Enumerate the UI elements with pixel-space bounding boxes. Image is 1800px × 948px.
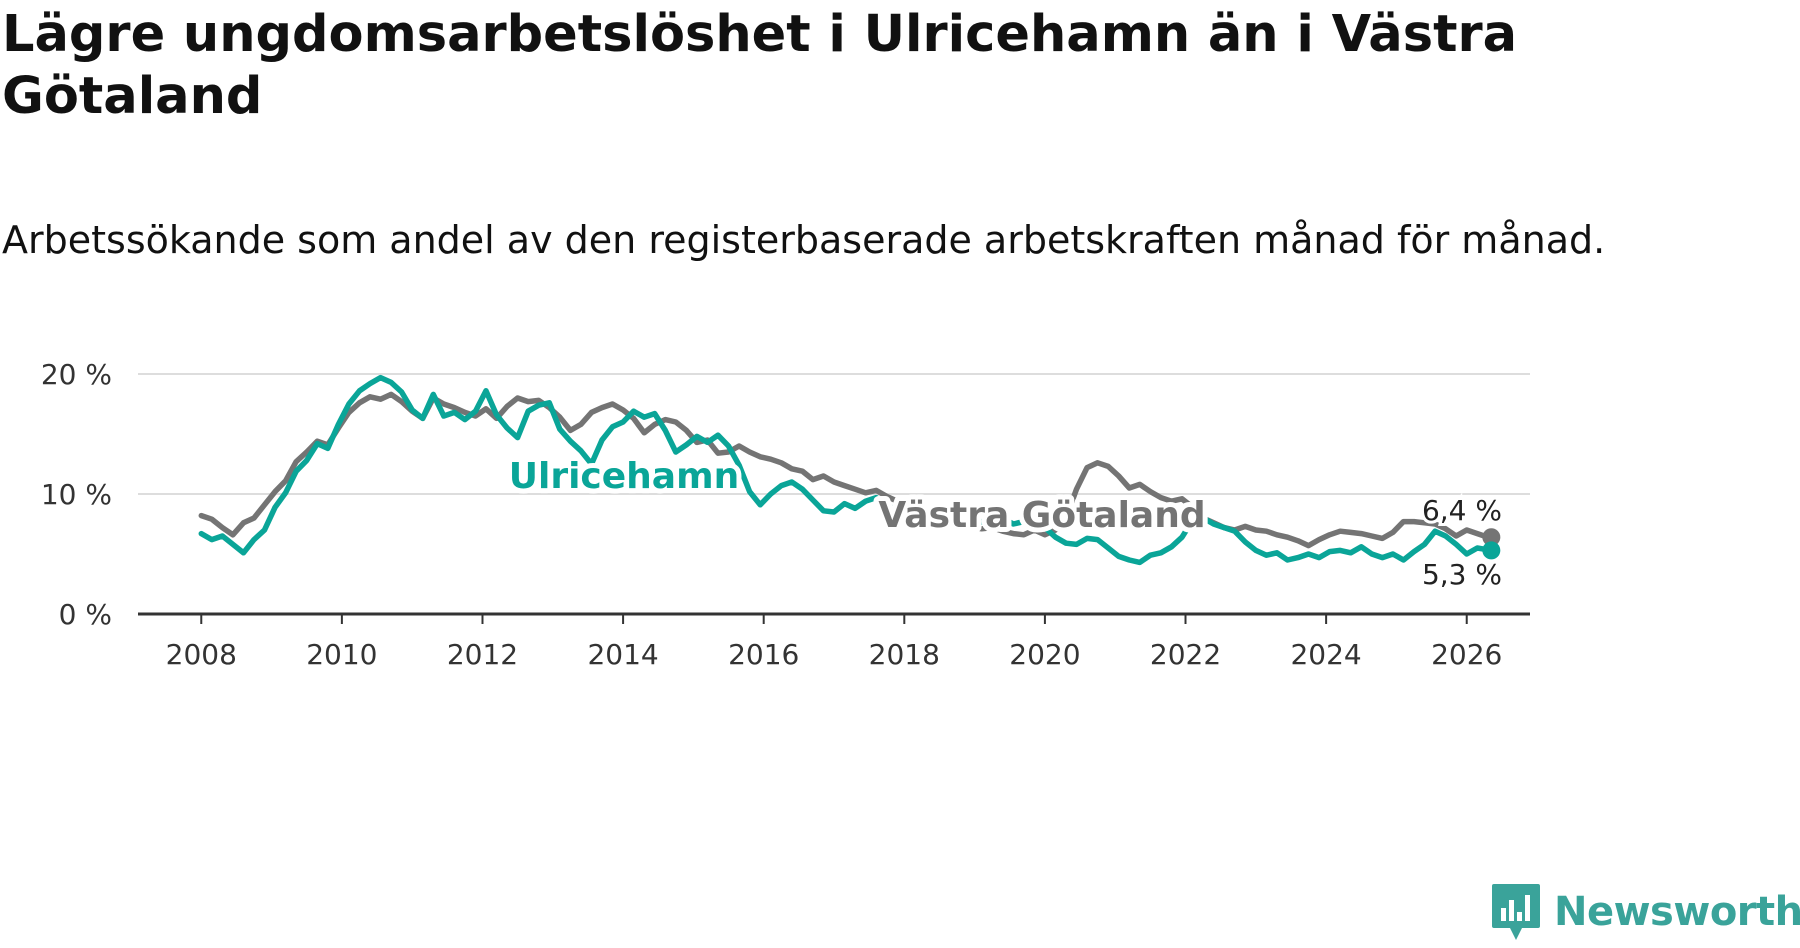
end-value-label-vastra-gotaland: 6,4 % [1422,494,1502,527]
axes: 0 % 10 % 20 % 2008 2010 2012 2014 2016 2018 2020 2… [41,358,1530,671]
x-tick-label: 2016 [728,638,799,671]
series-line-ulricehamn [198,374,1495,566]
newsworthy-logo-icon [1492,884,1540,940]
y-tick-label: 0 % [59,598,112,631]
chart-subtitle: Arbetssökande som andel av den registerb… [2,218,1606,262]
series-end-dot-ulricehamn [1482,541,1501,560]
series-lines [198,374,1501,566]
x-tick-label: 2010 [306,638,377,671]
x-tick-label: 2022 [1150,638,1221,671]
newsworthy-logo: Newsworthy [1490,882,1800,942]
series-label-ulricehamn: Ulricehamn [509,456,739,497]
series-labels: Västra Götaland Ulricehamn 6,4 % 5,3 % [504,451,1505,594]
series-end-dot-vastra-gotaland [1482,528,1501,547]
y-tick-label: 10 % [41,478,112,511]
x-tick-label: 2020 [1009,638,1080,671]
gridlines [138,373,1530,495]
x-tick-label: 2012 [447,638,518,671]
x-tick-label: 2024 [1290,638,1361,671]
x-tick-label: 2026 [1431,638,1502,671]
brand-name: Newsworthy [1554,889,1800,935]
x-tick-label: 2008 [166,638,237,671]
x-tick-label: 2014 [587,638,658,671]
series-label-vastra-gotaland: Västra Götaland [878,495,1205,536]
y-tick-label: 20 % [41,358,112,391]
chart-title: Lägre ungdomsarbetslöshet i Ulricehamn ä… [2,5,1518,126]
x-tick-label: 2018 [869,638,940,671]
series-line-vastra-gotaland [198,391,1495,549]
end-value-label-ulricehamn: 5,3 % [1422,558,1502,591]
